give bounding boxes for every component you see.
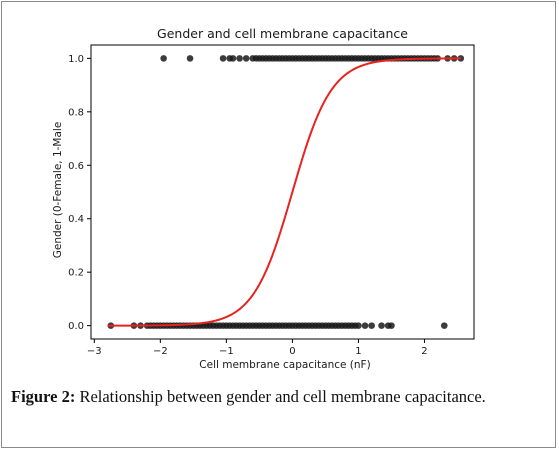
- data-point-female: [378, 322, 385, 329]
- x-tick-label: 1: [355, 346, 361, 357]
- caption-label: Figure 2:: [11, 387, 76, 406]
- data-point-female: [388, 322, 395, 329]
- data-point-female: [368, 322, 375, 329]
- y-tick-label: 0.6: [68, 161, 84, 172]
- plot-area: −3 −2 −1 0 1 2 0.0 0.2 0.4 0.6 0.8 1.0: [68, 44, 475, 357]
- data-point-male: [236, 55, 243, 62]
- x-tick-label: 2: [421, 346, 427, 357]
- y-tick-label: 0.0: [68, 321, 84, 332]
- y-tick-label: 1.0: [68, 54, 84, 65]
- chart: Gender and cell membrane capacitance −3−…: [52, 26, 475, 371]
- data-point-male: [219, 55, 227, 62]
- caption-text: Relationship between gender and cell mem…: [79, 387, 486, 406]
- data-point-female: [361, 322, 369, 329]
- chart-title: Gender and cell membrane capacitance: [157, 26, 408, 41]
- x-tick-label: 0: [289, 346, 295, 357]
- figure-caption: Figure 2: Relationship between gender an…: [11, 385, 546, 408]
- data-point-male: [160, 55, 167, 62]
- y-tick-label: 0.2: [68, 268, 84, 279]
- data-point-male: [229, 55, 237, 62]
- x-tick-label: −1: [219, 346, 234, 357]
- x-axis-label: Cell membrane capacitance (nF): [199, 359, 370, 371]
- plot-frame: [90, 44, 475, 340]
- x-tick-label: −2: [153, 346, 168, 357]
- x-tick-label: −3: [87, 346, 102, 357]
- data-point-male: [242, 55, 250, 62]
- data-point-female: [440, 322, 448, 329]
- data-point-male: [457, 55, 465, 62]
- y-tick-label: 0.4: [68, 214, 84, 225]
- data-point-male: [186, 55, 194, 62]
- data-point-female: [355, 322, 362, 329]
- logistic-curve: [107, 57, 461, 327]
- y-tick-label: 0.8: [68, 107, 84, 118]
- y-axis-label: Gender (0-Female, 1-Male: [52, 122, 64, 259]
